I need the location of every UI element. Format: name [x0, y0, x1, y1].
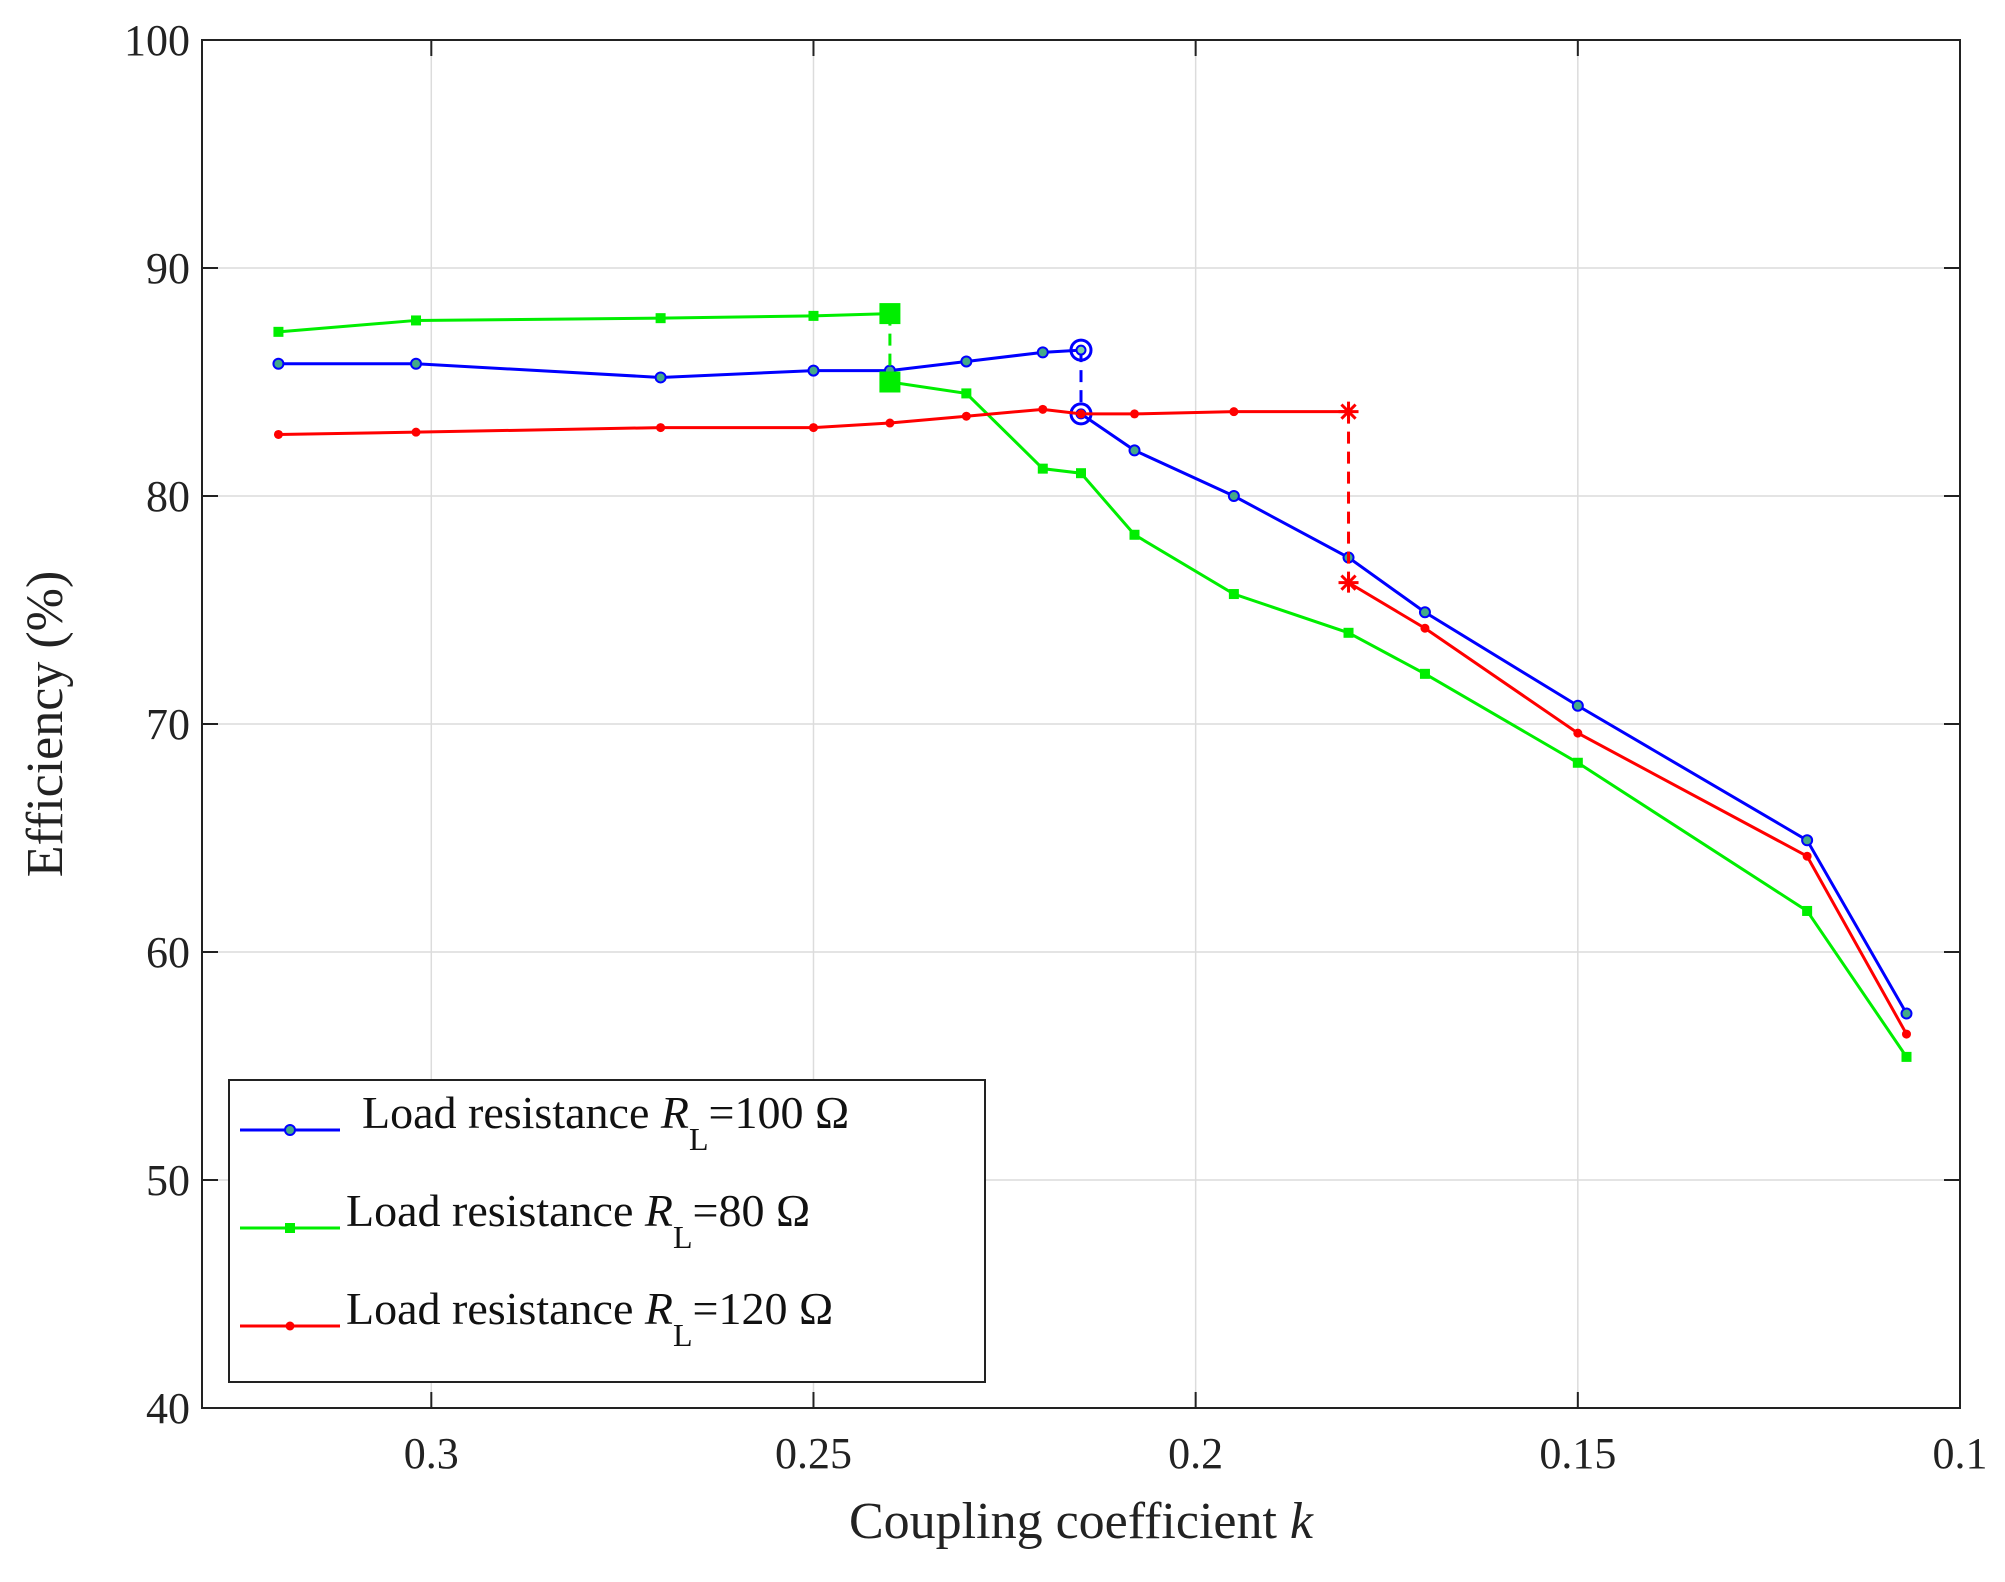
data-point [1572, 757, 1583, 768]
data-point [1129, 529, 1140, 540]
x-tick-label: 0.1 [1933, 1429, 1988, 1478]
legend-label-sub: L [673, 1317, 693, 1353]
data-point [1069, 338, 1093, 362]
legend-label-sub: L [673, 1219, 693, 1255]
series-line-lower [1347, 581, 1908, 1035]
y-tick-label: 40 [146, 1384, 190, 1433]
data-point [1418, 606, 1431, 619]
data-point [1900, 1007, 1913, 1020]
y-tick-label: 70 [146, 700, 190, 749]
data-point [655, 313, 666, 324]
data-point [1343, 627, 1354, 638]
x-axis-title: Coupling coefficient k [849, 1493, 1314, 1550]
x-tick-label: 0.3 [404, 1429, 459, 1478]
data-point [654, 371, 667, 384]
data-point [1076, 409, 1086, 419]
legend-item: Load resistance RL=120 Ω [240, 1283, 833, 1353]
data-point [273, 326, 284, 337]
data-point [1076, 468, 1086, 479]
x-axis: 0.3 0.25 0.2 0.15 0.1 [404, 40, 1988, 1478]
data-point [1228, 589, 1239, 600]
data-point [410, 357, 423, 370]
data-point [1901, 1029, 1911, 1039]
y-tick-label: 50 [146, 1156, 190, 1205]
series-line-lower [1080, 412, 1908, 1015]
data-point [880, 372, 900, 392]
data-point [1130, 409, 1140, 419]
data-point [807, 364, 820, 377]
data-point [1227, 490, 1240, 502]
data-point-core [1075, 344, 1087, 356]
data-point [885, 418, 895, 428]
legend-swatch-marker [285, 1321, 295, 1331]
legend-label-sub: L [689, 1121, 709, 1157]
data-point [1037, 463, 1048, 474]
legend-label-var: R [644, 1283, 673, 1334]
data-point [1901, 1051, 1912, 1062]
data-point [1038, 404, 1048, 414]
y-tick-label: 80 [146, 472, 190, 521]
y-tick-label: 90 [146, 244, 190, 293]
legend-item: Load resistance RL=80 Ω [240, 1185, 810, 1255]
data-point [1801, 834, 1814, 847]
data-point [961, 411, 971, 421]
series-2 [273, 401, 1911, 1039]
x-tick-label: 0.2 [1168, 1429, 1223, 1478]
legend-label-var: R [660, 1087, 689, 1138]
y-axis: 40 50 60 70 80 90 100 [124, 16, 1960, 1433]
data-point [1229, 407, 1239, 417]
data-point [1573, 728, 1583, 738]
legend-label: Load resistance RL=100 Ω [362, 1087, 849, 1157]
data-point [808, 310, 819, 321]
data-point [411, 427, 421, 437]
data-point [1420, 623, 1430, 633]
data-point [1802, 905, 1813, 916]
data-point [411, 315, 422, 326]
series-line-lower [889, 380, 1908, 1058]
data-point [1419, 668, 1430, 679]
x-tick-label: 0.25 [775, 1429, 852, 1478]
legend-box [228, 1079, 986, 1383]
legend-swatch-marker [284, 1124, 296, 1136]
legend-label-suffix: =80 Ω [693, 1185, 811, 1236]
legend-label: Load resistance RL=80 Ω [346, 1185, 810, 1255]
data-point [272, 357, 285, 370]
data-point [961, 388, 972, 399]
data-point [1802, 851, 1812, 861]
data-point [1128, 444, 1141, 457]
y-tick-label: 60 [146, 928, 190, 977]
data-point [656, 423, 666, 433]
legend-label-var: R [644, 1185, 673, 1236]
legend-label-prefix: Load resistance [346, 1185, 645, 1236]
x-tick-label: 0.15 [1539, 1429, 1616, 1478]
legend-label-prefix: Load resistance [346, 1283, 645, 1334]
series-layer [272, 303, 1913, 1062]
data-point-outline [879, 371, 901, 393]
series-line-upper [278, 348, 1082, 379]
y-axis-title: Efficiency (%) [17, 571, 74, 878]
legend-label-suffix: =100 Ω [709, 1087, 850, 1138]
data-point [808, 423, 818, 433]
legend-item: Load resistance RL=100 Ω [240, 1087, 849, 1157]
series-line-upper [278, 312, 890, 334]
legend-label-suffix: =120 Ω [693, 1283, 834, 1334]
series-0 [272, 338, 1913, 1020]
data-point-outline [879, 303, 901, 325]
data-point [880, 303, 900, 324]
data-point [1340, 574, 1357, 591]
legend-swatch-marker [285, 1223, 295, 1233]
legend-label-prefix: Load resistance [362, 1087, 661, 1138]
series-1 [273, 303, 1912, 1062]
data-point [1340, 403, 1357, 420]
data-point [960, 355, 973, 368]
data-point [1571, 699, 1584, 712]
legend-label: Load resistance RL=120 Ω [346, 1283, 833, 1353]
data-point [273, 429, 283, 439]
y-tick-label: 100 [124, 16, 190, 65]
data-point [1036, 346, 1049, 359]
